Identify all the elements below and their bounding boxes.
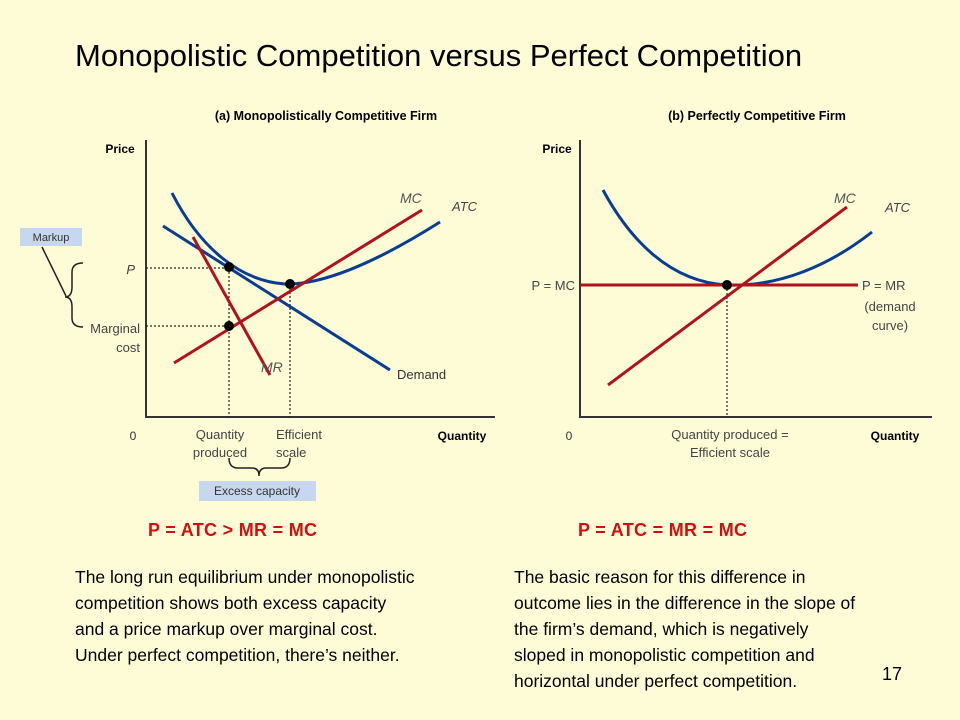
panel-b-equation: P = ATC = MR = MC	[578, 520, 748, 540]
panel-b-demand-label-2: (demand	[864, 299, 915, 314]
panel-a-efficient-scale-label-1: Efficient	[276, 427, 322, 442]
right-text-line-5: horizontal under perfect competition.	[514, 671, 798, 691]
excess-capacity-brace	[228, 457, 291, 477]
panel-a-mr-label: MR	[261, 359, 283, 375]
panel-b-x-axis-label: Quantity	[871, 429, 920, 443]
panel-a-quantity-produced-label-2: produced	[193, 445, 247, 460]
slide-number: 17	[882, 664, 903, 684]
right-explanation: The basic reason for this difference in …	[514, 564, 855, 694]
excess-capacity-label: Excess capacity	[214, 484, 300, 498]
panel-a-marginal-cost-label-2: cost	[116, 340, 140, 355]
left-text-line-4: Under perfect competition, there’s neith…	[75, 645, 400, 665]
right-text-line-3: the firm’s demand, which is negatively	[514, 619, 809, 639]
panel-a-mr-mc-point	[224, 321, 234, 331]
markup-brace	[64, 262, 84, 328]
left-text-line-3: and a price markup over marginal cost.	[75, 619, 378, 639]
panel-a-mr-curve	[191, 236, 272, 376]
panel-b-equilibrium-point	[722, 280, 732, 290]
panel-b-origin: 0	[566, 429, 573, 443]
panel-a-x-axis-label: Quantity	[438, 429, 487, 443]
panel-a-marginal-cost-label-1: Marginal	[90, 321, 140, 336]
right-text-line-2: outcome lies in the difference in the sl…	[514, 593, 856, 613]
panel-b-quantity-label-1: Quantity produced =	[671, 427, 788, 442]
panel-a-mc-label: MC	[400, 190, 423, 206]
panel-b-quantity-label-2: Efficient scale	[690, 445, 770, 460]
panel-b-atc-label: ATC	[884, 200, 911, 215]
panel-b-demand-label-3: curve)	[872, 318, 908, 333]
panel-a-price-point	[224, 262, 234, 272]
markup-pointer	[41, 246, 67, 297]
markup-label-box	[20, 228, 82, 246]
panel-a-atc-label: ATC	[451, 199, 478, 214]
panel-a-efficient-point	[285, 279, 295, 289]
panel-b-y-axis-label: Price	[542, 142, 572, 156]
panel-a-equation: P = ATC > MR = MC	[148, 520, 318, 540]
panel-b-demand-label-1: P = MR	[862, 278, 905, 293]
left-explanation: The long run equilibrium under monopolis…	[75, 564, 415, 668]
right-text-line-4: sloped in monopolistic competition and	[514, 645, 815, 665]
panel-a-quantity-produced-label-1: Quantity	[196, 427, 245, 442]
panel-a-title: (a) Monopolistically Competitive Firm	[215, 109, 437, 123]
panel-b-atc-curve	[601, 189, 873, 287]
panel-a-demand-label: Demand	[397, 367, 446, 382]
excess-capacity-box	[199, 481, 316, 501]
panel-b-mc-label: MC	[834, 190, 857, 206]
right-text-line-1: The basic reason for this difference in	[514, 567, 806, 587]
panel-a-y-axis-label: Price	[105, 142, 135, 156]
markup-label: Markup	[33, 232, 70, 244]
left-text-line-1: The long run equilibrium under monopolis…	[75, 567, 415, 587]
panel-a-mc-curve	[173, 208, 423, 365]
panel-a-price-label: P	[126, 262, 135, 277]
panel-a-efficient-scale-label-2: scale	[276, 445, 306, 460]
panel-a-origin: 0	[130, 429, 137, 443]
panel-b: (b) Perfectly Competitive Firm Price Qua…	[532, 109, 932, 460]
panel-a: (a) Monopolistically Competitive Firm Pr…	[20, 109, 495, 501]
panel-b-title: (b) Perfectly Competitive Firm	[668, 109, 846, 123]
left-text-line-2: competition shows both excess capacity	[75, 593, 387, 613]
panel-b-mc-curve	[607, 205, 848, 387]
panel-b-price-label: P = MC	[532, 278, 575, 293]
slide-title: Monopolistic Competition versus Perfect …	[75, 38, 803, 73]
